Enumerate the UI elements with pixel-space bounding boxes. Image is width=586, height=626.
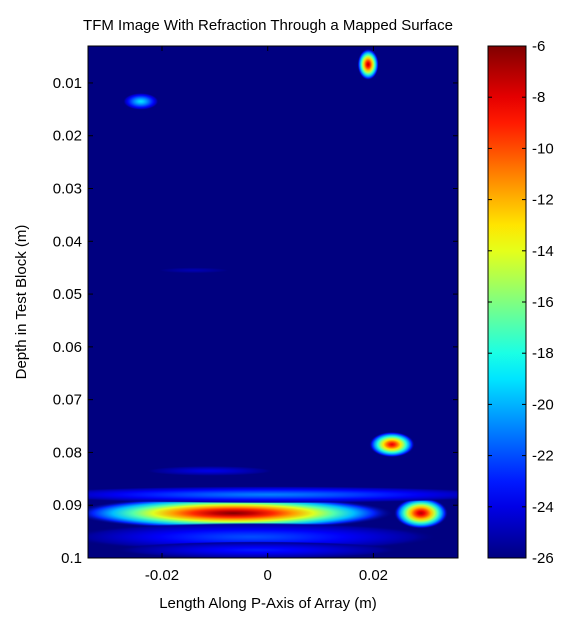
colorbar-gradient [487, 45, 527, 559]
y-axis-ticks: 0.01 0.02 0.03 0.04 0.05 0.06 0.07 0.08 0.09 0.1 [53, 75, 458, 567]
y-tick-label: 0.03 [53, 181, 82, 198]
x-axis-ticks: -0.02 0 0.02 [145, 46, 388, 584]
chart-title: TFM Image With Refraction Through a Mapp… [83, 17, 453, 34]
x-tick-label: 0.02 [359, 567, 388, 584]
colorbar-tick-label: -10 [532, 140, 554, 157]
y-tick-label: 0.07 [53, 392, 82, 409]
heatmap-feature-backwall-main [88, 496, 394, 530]
colorbar-tick-label: -18 [532, 345, 554, 362]
colorbar: -6 -8 -10 -12 -14 -16 -18 -20 -22 -24 -26 [487, 38, 554, 567]
colorbar-tick-label: -22 [532, 448, 554, 465]
colorbar-tick-label: -26 [532, 550, 554, 567]
y-tick-label: 0.02 [53, 128, 82, 145]
heatmap-feature-reflector-top-right [357, 48, 379, 81]
y-tick-label: 0.06 [53, 339, 82, 356]
heatmap-background [88, 46, 458, 558]
heatmap-feature-backwall-right [393, 497, 449, 529]
colorbar-tick-label: -16 [532, 294, 554, 311]
x-tick-label: 0 [264, 567, 272, 584]
colorbar-tick-label: -12 [532, 192, 554, 209]
y-tick-label: 0.04 [53, 233, 82, 250]
heatmap-feature-faint-streak-1 [158, 267, 230, 274]
y-tick-label: 0.08 [53, 444, 82, 461]
y-tick-label: 0.01 [53, 75, 82, 92]
colorbar-tick-label: -24 [532, 499, 554, 516]
colorbar-tick-label: -14 [532, 243, 554, 260]
y-tick-label: 0.1 [61, 550, 82, 567]
x-axis-label: Length Along P-Axis of Array (m) [159, 595, 377, 612]
colorbar-tick-label: -20 [532, 396, 554, 413]
x-tick-label: -0.02 [145, 567, 179, 584]
colorbar-tick-label: -6 [532, 38, 545, 55]
plot-frame [87, 45, 459, 559]
heatmap-features [88, 48, 458, 558]
heatmap-plot [87, 45, 459, 559]
heatmap-feature-reflector-mid-right [369, 431, 415, 458]
heatmap-feature-faint-band-lower [114, 541, 400, 558]
y-tick-label: 0.09 [53, 497, 82, 514]
colorbar-ticks: -6 -8 -10 -12 -14 -16 -18 -20 -22 -24 -26 [488, 38, 554, 567]
heatmap-feature-reflector-top-left [123, 92, 159, 110]
heatmap-feature-faint-streak-2 [145, 465, 274, 476]
y-tick-label: 0.05 [53, 286, 82, 303]
y-axis-label: Depth in Test Block (m) [13, 225, 30, 380]
colorbar-tick-label: -8 [532, 89, 545, 106]
heatmap-feature-backwall-halo-upper [88, 486, 458, 504]
